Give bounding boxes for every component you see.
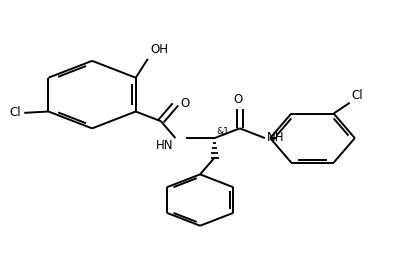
Text: Cl: Cl <box>351 89 362 102</box>
Text: HN: HN <box>156 140 173 152</box>
Text: O: O <box>232 93 242 106</box>
Text: OH: OH <box>149 43 167 56</box>
Text: &1: &1 <box>216 127 229 136</box>
Text: NH: NH <box>266 131 284 144</box>
Text: Cl: Cl <box>9 106 21 119</box>
Text: O: O <box>180 97 189 109</box>
